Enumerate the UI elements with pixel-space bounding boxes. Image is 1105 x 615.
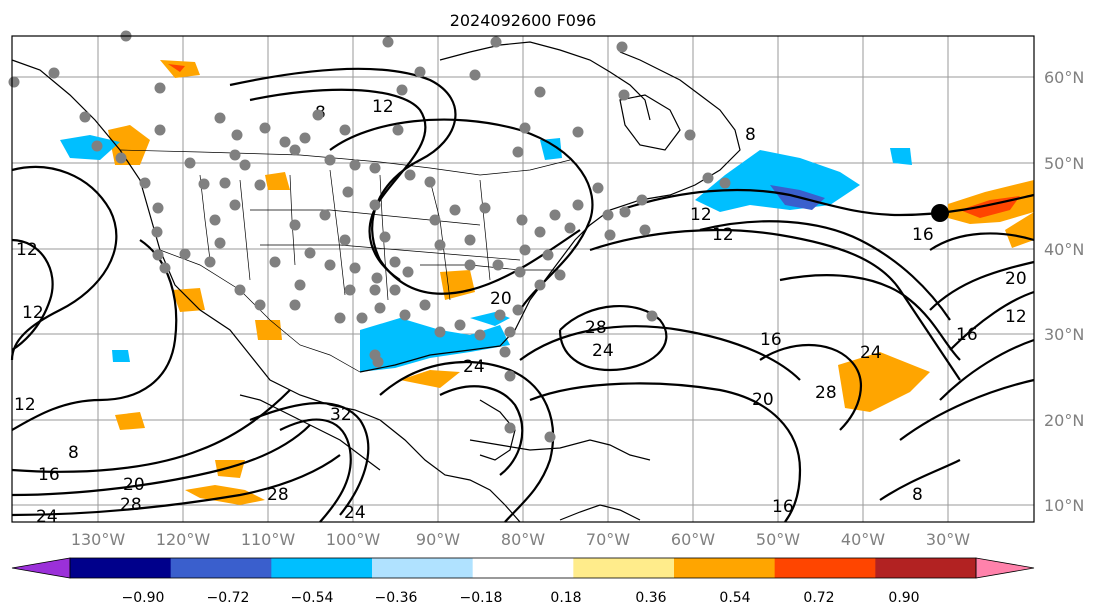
lon-label: 100°W bbox=[326, 530, 381, 549]
colorbar-frame bbox=[69, 557, 977, 579]
contour-label: 16 bbox=[772, 497, 794, 517]
contour-label: 16 bbox=[760, 330, 782, 350]
contour-label: 12 bbox=[22, 303, 44, 323]
contour-label: 24 bbox=[463, 357, 485, 377]
contour-label: 12 bbox=[690, 205, 712, 225]
contour-label: 28 bbox=[815, 383, 837, 403]
colorbar-tick-label: −0.18 bbox=[460, 590, 503, 606]
colorbar-extend-max bbox=[975, 557, 1035, 579]
contour-label: 28 bbox=[585, 318, 607, 338]
contour-label: 20 bbox=[1005, 269, 1027, 289]
colorbar-segment bbox=[170, 558, 272, 578]
contour-label: 12 bbox=[16, 240, 38, 260]
contour-label: 8 bbox=[68, 443, 79, 463]
storm-center-marker bbox=[931, 204, 949, 222]
colorbar-tick-label: 0.90 bbox=[888, 590, 919, 606]
longitude-labels: 130°W 120°W 110°W 100°W 90°W 80°W 70°W 6… bbox=[71, 530, 970, 549]
contour-label: 20 bbox=[123, 475, 145, 495]
lat-label-60n: 60°N bbox=[1044, 68, 1084, 87]
contour-label: 12 bbox=[372, 97, 394, 117]
map-area: 8 12 12 12 8 12 16 12 20 28 24 24 32 28 … bbox=[8, 30, 1035, 527]
latitude-labels: 60°N 50°N 40°N 30°N 20°N 10°N bbox=[1044, 68, 1084, 515]
colorbar-segment bbox=[372, 558, 474, 578]
colorbar bbox=[11, 557, 1035, 579]
colorbar-tick-label: 0.36 bbox=[635, 590, 666, 606]
colorbar-tick-label: −0.54 bbox=[291, 590, 334, 606]
colorbar-tick-label: −0.72 bbox=[207, 590, 250, 606]
colorbar-tick-label: 0.54 bbox=[719, 590, 750, 606]
contour-label: 12 bbox=[14, 395, 36, 415]
lon-label: 120°W bbox=[156, 530, 211, 549]
colorbar-extend-min bbox=[11, 557, 71, 579]
contour-label: 12 bbox=[712, 225, 734, 245]
lon-label: 40°W bbox=[841, 530, 885, 549]
colorbar-tick-label: −0.90 bbox=[122, 590, 165, 606]
contour-label: 24 bbox=[592, 341, 614, 361]
colorbar-segment bbox=[472, 558, 574, 578]
lat-label-30n: 30°N bbox=[1044, 325, 1084, 344]
colorbar-segment bbox=[573, 558, 675, 578]
colorbar-tick-label: 0.72 bbox=[803, 590, 834, 606]
lat-label-50n: 50°N bbox=[1044, 154, 1084, 173]
contour-label: 24 bbox=[36, 507, 58, 527]
station-markers bbox=[8, 30, 731, 443]
colorbar-segment bbox=[271, 558, 373, 578]
contour-label: 12 bbox=[1005, 307, 1027, 327]
lon-label: 70°W bbox=[586, 530, 630, 549]
map-title: 2024092600 F096 bbox=[450, 11, 597, 30]
lat-label-40n: 40°N bbox=[1044, 240, 1084, 259]
shaded-field bbox=[60, 60, 1034, 505]
colorbar-segment bbox=[674, 558, 776, 578]
contour-label: 8 bbox=[745, 125, 756, 145]
contour-label: 8 bbox=[912, 485, 923, 505]
colorbar-segment bbox=[875, 558, 977, 578]
colorbar-segment bbox=[774, 558, 876, 578]
lat-label-20n: 20°N bbox=[1044, 411, 1084, 430]
contour-label: 16 bbox=[956, 325, 978, 345]
lon-label: 30°W bbox=[926, 530, 970, 549]
contour-label: 28 bbox=[120, 495, 142, 515]
lon-label: 110°W bbox=[241, 530, 296, 549]
contour-label: 20 bbox=[752, 390, 774, 410]
contour-label: 16 bbox=[38, 465, 60, 485]
contour-label: 20 bbox=[490, 289, 512, 309]
lon-label: 130°W bbox=[71, 530, 126, 549]
lon-label: 60°W bbox=[671, 530, 715, 549]
colorbar-tick-labels: −0.90 −0.72 −0.54 −0.36 −0.18 0.18 0.36 … bbox=[122, 590, 920, 606]
contour-label: 28 bbox=[267, 485, 289, 505]
lon-label: 80°W bbox=[501, 530, 545, 549]
lon-label: 50°W bbox=[756, 530, 800, 549]
contours bbox=[10, 67, 1035, 523]
lat-label-10n: 10°N bbox=[1044, 496, 1084, 515]
contour-label: 24 bbox=[344, 503, 366, 523]
contour-label: 24 bbox=[860, 343, 882, 363]
contour-label: 16 bbox=[912, 225, 934, 245]
lon-label: 90°W bbox=[416, 530, 460, 549]
colorbar-segment bbox=[70, 558, 172, 578]
colorbar-tick-label: −0.36 bbox=[375, 590, 418, 606]
colorbar-tick-label: 0.18 bbox=[550, 590, 581, 606]
contour-label: 32 bbox=[330, 405, 352, 425]
